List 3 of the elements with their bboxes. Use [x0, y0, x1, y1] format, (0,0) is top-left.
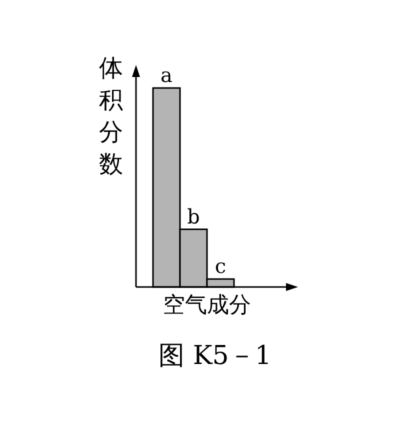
ylabel: 体积分数	[99, 54, 123, 178]
annotation: 图 K5－1	[158, 341, 272, 371]
xlabel: 空气成分	[163, 293, 251, 318]
